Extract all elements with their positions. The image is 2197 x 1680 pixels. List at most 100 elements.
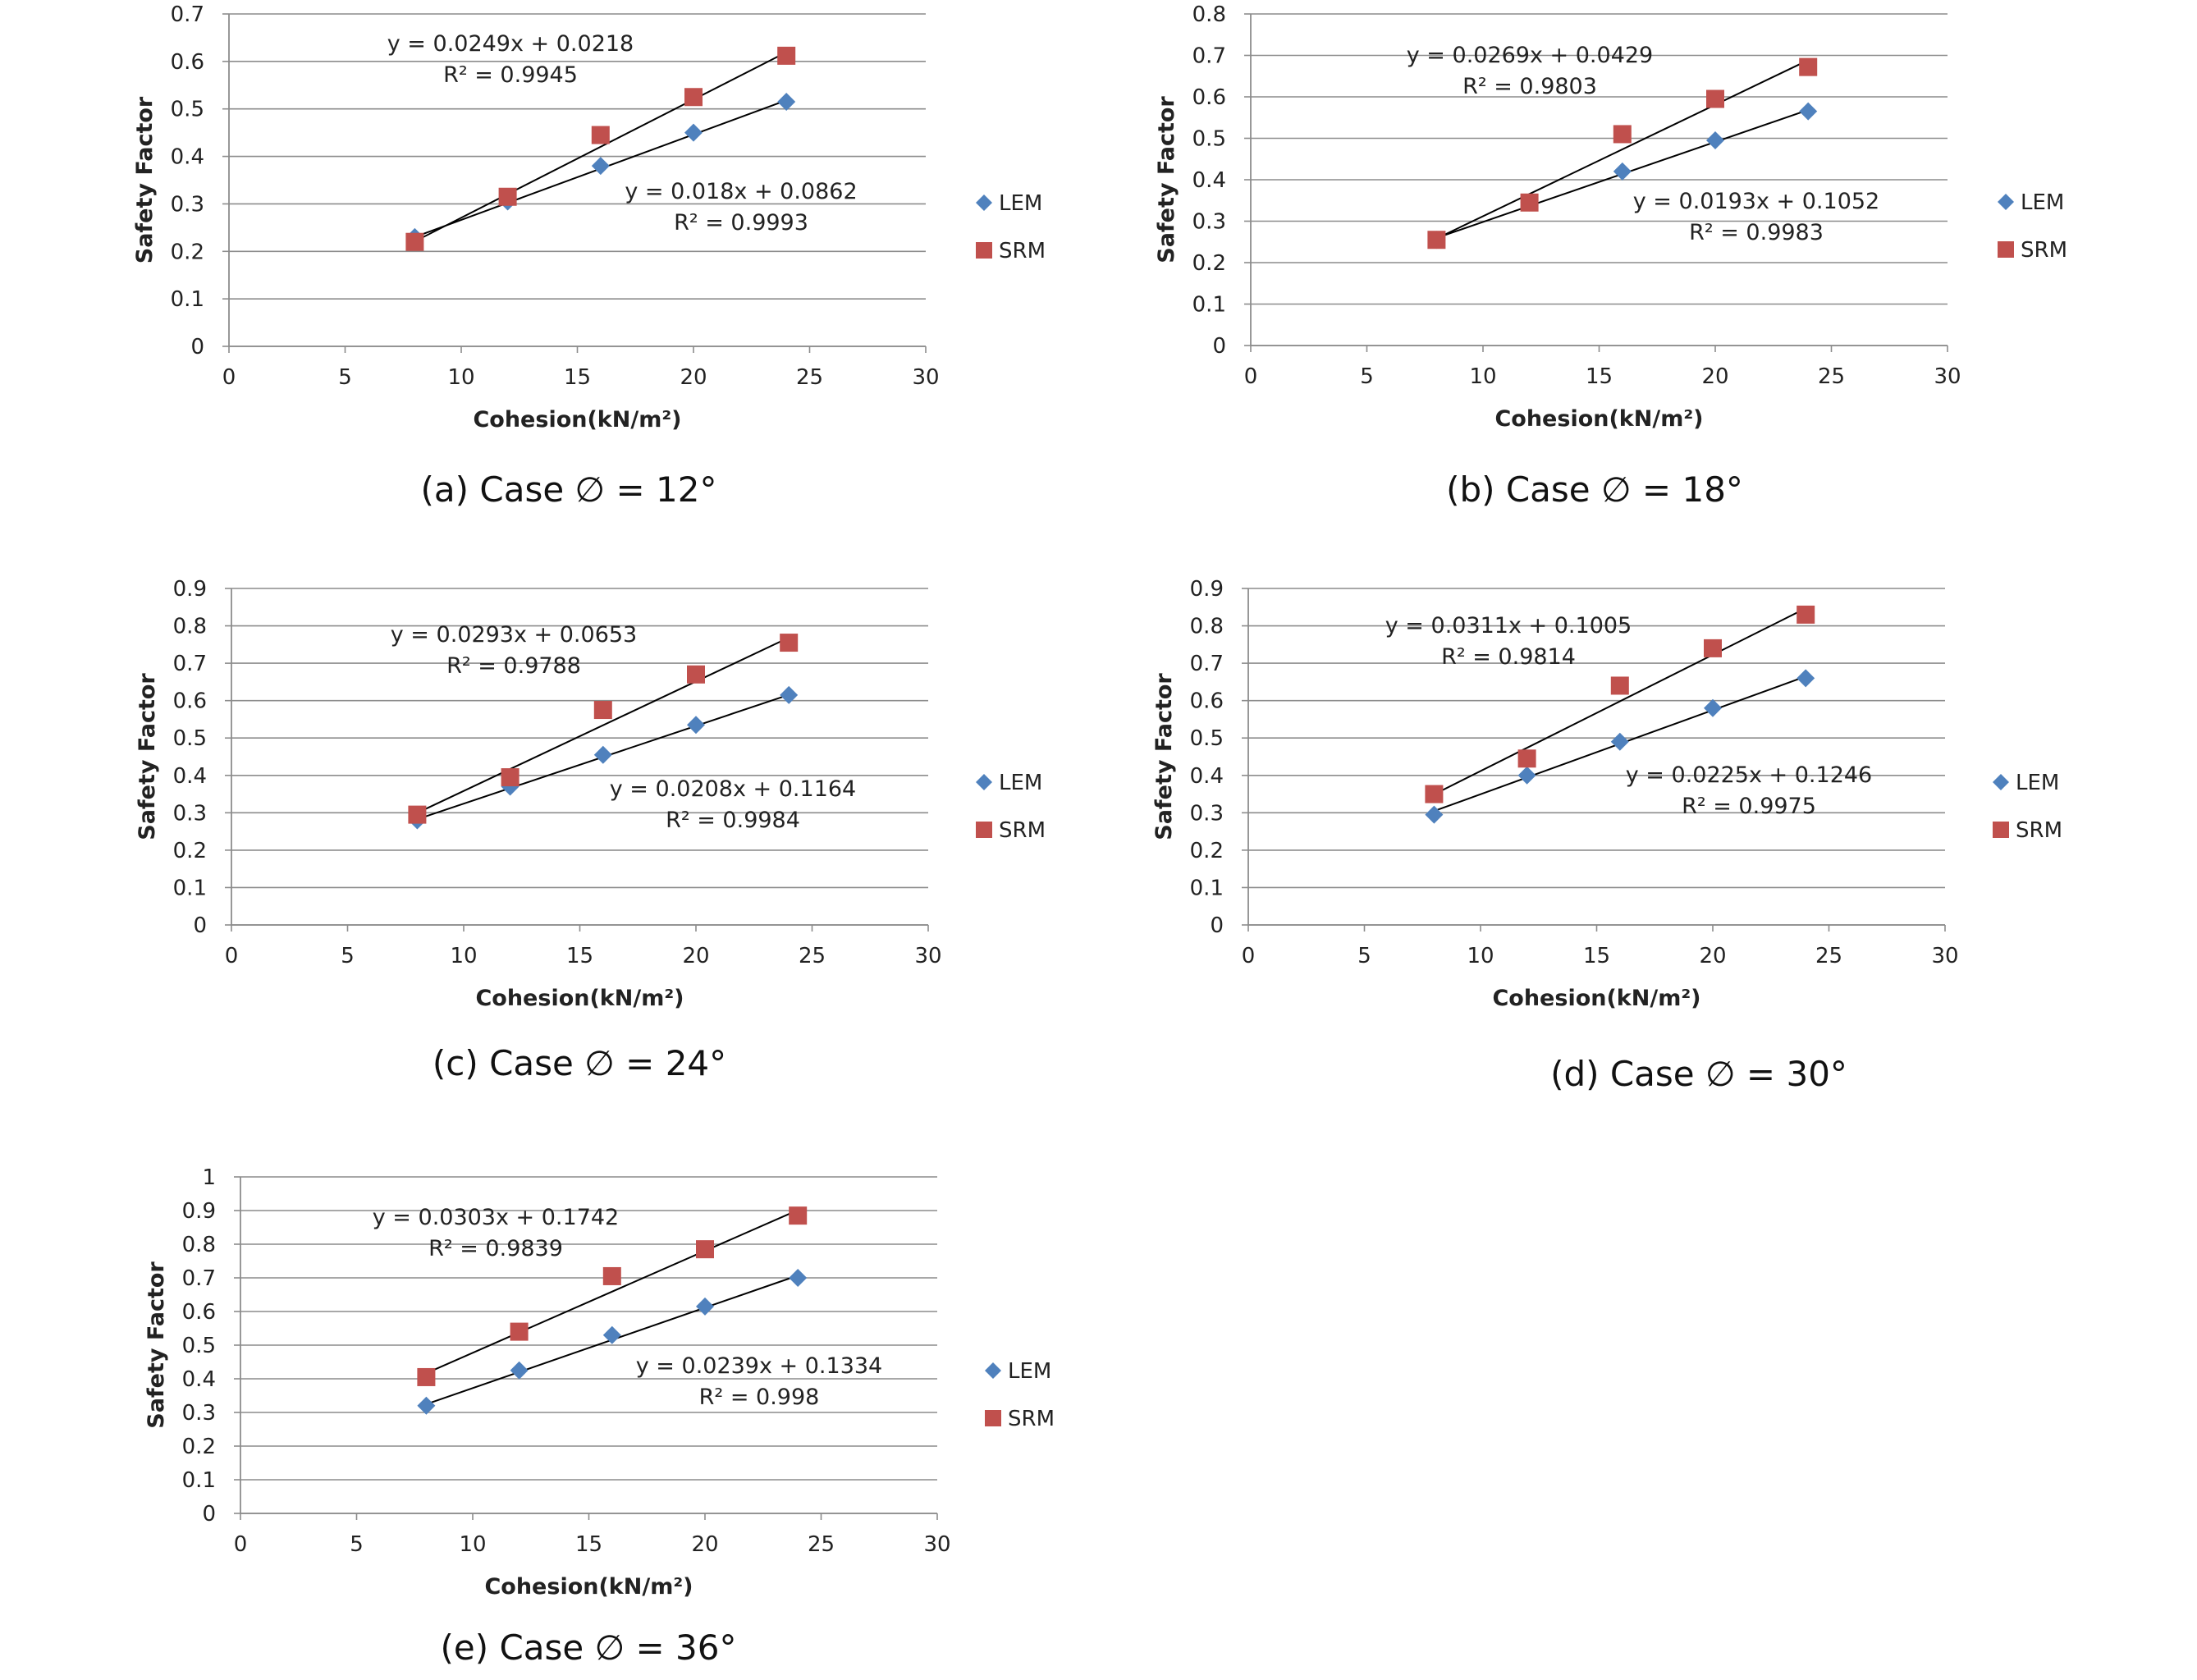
x-tick-label: 0 — [1242, 944, 1256, 968]
x-tick-label: 25 — [796, 365, 823, 390]
y-tick-label: 0 — [193, 913, 207, 938]
point-lem — [1706, 131, 1724, 150]
legend-marker-srm — [976, 242, 992, 259]
x-tick-label: 25 — [1818, 364, 1845, 389]
trendline-r2-lem: R² = 0.9983 — [1689, 220, 1824, 245]
y-tick-label: 0.4 — [171, 145, 204, 170]
y-tick-label: 0.9 — [1190, 577, 1224, 602]
y-tick-label: 0.2 — [171, 240, 204, 264]
x-tick-label: 20 — [1699, 944, 1726, 968]
x-tick-label: 25 — [799, 944, 826, 968]
legend-label-srm: SRM — [1008, 1407, 1055, 1431]
y-tick-label: 0.1 — [171, 287, 204, 312]
trendline-r2-lem: R² = 0.9975 — [1682, 794, 1816, 819]
y-tick-label: 0.3 — [182, 1401, 216, 1426]
y-tick-label: 0.3 — [1192, 210, 1226, 235]
y-tick-label: 0.3 — [171, 192, 204, 217]
x-tick-label: 20 — [680, 365, 707, 390]
x-tick-label: 5 — [350, 1532, 364, 1557]
chart-panel-c: 0 0.1 0.2 0.3 0.4 0.5 0.6 0.7 0.8 0.9 0 5 10 15 20 25 30… — [135, 577, 1046, 1083]
x-tick-label: 15 — [575, 1532, 602, 1557]
y-tick-label: 0.2 — [1190, 839, 1224, 863]
y-tick-label: 0.8 — [173, 615, 207, 639]
legend-label-srm: SRM — [999, 239, 1046, 263]
point-lem — [1799, 102, 1818, 121]
y-tick-label: 0.5 — [1192, 127, 1226, 152]
trendline-equation-lem: y = 0.0225x + 0.1246 — [1626, 762, 1872, 788]
legend-label-lem: LEM — [999, 771, 1042, 795]
point-srm — [1517, 749, 1536, 768]
point-srm — [1613, 125, 1632, 144]
y-tick-label: 0.1 — [1190, 876, 1224, 900]
trendline-equation-lem: y = 0.0239x + 0.1334 — [636, 1353, 882, 1379]
chart-panel-d: 0 0.1 0.2 0.3 0.4 0.5 0.6 0.7 0.8 0.9 0 5 10 15 20 25 30… — [1151, 577, 2062, 1094]
legend-marker-srm — [985, 1410, 1001, 1426]
legend-label-lem: LEM — [999, 191, 1042, 216]
trendline-srm — [1435, 59, 1809, 240]
chart-panel-a: 0 0.1 0.2 0.3 0.4 0.5 0.6 0.7 0 5 10 15 20 25 30 Cohesi… — [132, 2, 1046, 510]
panel-caption: (b) Case ∅ = 18° — [1446, 469, 1743, 510]
point-lem — [602, 1325, 621, 1344]
y-axis-title: Safety Factor — [132, 96, 158, 263]
legend-label-srm: SRM — [2021, 238, 2067, 263]
trendline-equation-srm: y = 0.0249x + 0.0218 — [387, 31, 634, 57]
trendline-equation-lem: y = 0.0208x + 0.1164 — [610, 776, 856, 802]
point-lem — [696, 1297, 714, 1316]
y-tick-label: 0.7 — [1192, 44, 1226, 69]
point-srm — [591, 126, 610, 144]
point-lem — [789, 1269, 808, 1287]
x-tick-label: 10 — [450, 944, 477, 968]
y-tick-label: 0.5 — [173, 726, 207, 751]
legend-label-lem: LEM — [1008, 1359, 1051, 1384]
point-lem — [1797, 669, 1815, 688]
point-srm — [405, 232, 424, 251]
x-tick-label: 30 — [923, 1532, 950, 1557]
y-tick-label: 0.5 — [1190, 726, 1224, 751]
trendline-r2-srm: R² = 0.9814 — [1441, 644, 1576, 670]
chart-panel-b: 0 0.1 0.2 0.3 0.4 0.5 0.6 0.7 0.8 0 5 10 15 20 25 30 Coh… — [1154, 2, 2067, 510]
point-srm — [1610, 676, 1629, 695]
y-tick-label: 0.8 — [1192, 2, 1226, 27]
point-lem — [1610, 732, 1629, 751]
y-tick-label: 0.2 — [182, 1435, 216, 1459]
y-tick-label: 0.9 — [173, 577, 207, 602]
y-tick-label: 0 — [1210, 913, 1224, 938]
y-tick-label: 0.5 — [182, 1334, 216, 1358]
trendline-equation-srm: y = 0.0311x + 0.1005 — [1385, 613, 1632, 639]
y-tick-label: 1 — [202, 1165, 216, 1190]
panel-caption: (c) Case ∅ = 24° — [433, 1043, 726, 1083]
y-tick-label: 0.4 — [173, 764, 207, 789]
x-tick-label: 15 — [1583, 944, 1610, 968]
y-axis-title: Safety Factor — [135, 673, 160, 840]
x-axis-title: Cohesion(kN/m²) — [1494, 406, 1703, 432]
x-tick-label: 10 — [1467, 944, 1494, 968]
y-tick-label: 0.7 — [171, 2, 204, 27]
x-tick-label: 0 — [1244, 364, 1258, 389]
y-tick-label: 0.4 — [182, 1367, 216, 1392]
y-tick-label: 0.6 — [182, 1300, 216, 1325]
point-srm — [593, 701, 612, 720]
y-tick-label: 0.3 — [1190, 801, 1224, 826]
y-tick-label: 0.7 — [1190, 652, 1224, 676]
trendline-equation-srm: y = 0.0303x + 0.1742 — [373, 1205, 619, 1230]
trendline-equation-lem: y = 0.018x + 0.0862 — [625, 179, 857, 204]
y-tick-label: 0.6 — [171, 50, 204, 75]
trendline-r2-lem: R² = 0.9984 — [666, 808, 800, 833]
x-axis-title: Cohesion(kN/m²) — [475, 986, 684, 1011]
point-lem — [593, 745, 612, 764]
y-tick-label: 0.6 — [173, 689, 207, 714]
x-axis-title: Cohesion(kN/m²) — [1492, 986, 1700, 1011]
point-lem — [780, 685, 799, 704]
x-tick-label: 5 — [338, 365, 352, 390]
x-tick-label: 30 — [914, 944, 941, 968]
trendline-r2-srm: R² = 0.9839 — [428, 1236, 563, 1261]
y-tick-label: 0.5 — [171, 98, 204, 122]
point-srm — [684, 88, 703, 107]
x-tick-label: 15 — [1586, 364, 1613, 389]
y-tick-label: 0.4 — [1190, 764, 1224, 789]
y-tick-label: 0.8 — [1190, 615, 1224, 639]
point-srm — [1706, 89, 1724, 108]
point-srm — [777, 46, 796, 65]
x-tick-label: 15 — [564, 365, 591, 390]
